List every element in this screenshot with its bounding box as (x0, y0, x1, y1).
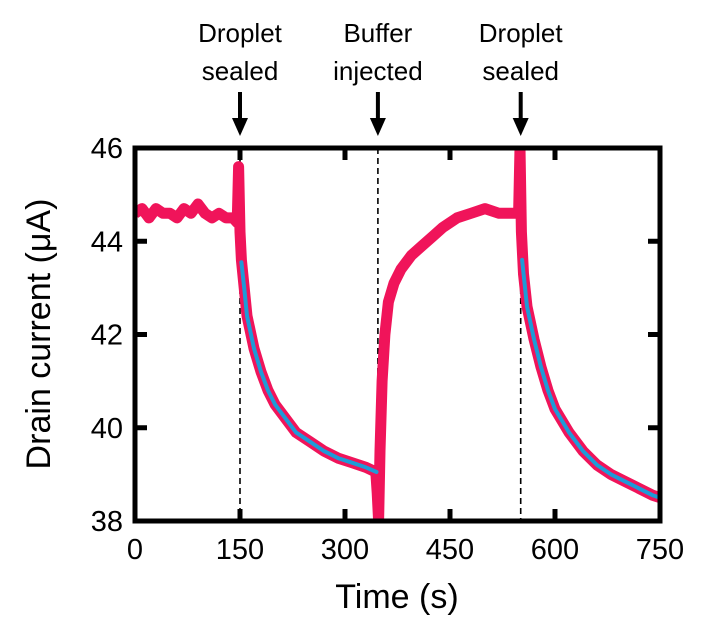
event-label-line1: Buffer (343, 18, 412, 48)
plot-area: 0 150 300 450 600 750 38 40 42 44 46 Droplet sealed B… (91, 18, 684, 566)
y-tick-label: 46 (91, 133, 123, 165)
y-tick-label: 38 (91, 506, 123, 538)
y-tick-label: 40 (91, 413, 123, 445)
arrow-down-icon (369, 118, 386, 136)
y-tick-label: 42 (91, 320, 123, 352)
arrow-down-icon (232, 118, 248, 136)
x-tick-label: 150 (216, 534, 264, 566)
y-tick-label: 44 (91, 226, 123, 258)
event-label-line2: injected (333, 56, 423, 86)
x-tick-label: 450 (426, 534, 474, 566)
event-label-line1: Droplet (198, 18, 283, 48)
data-series-line (135, 148, 660, 521)
arrow-down-icon (512, 118, 529, 136)
event-label-line2: sealed (482, 56, 559, 86)
y-axis-label: Drain current (μA) (20, 199, 58, 470)
event-label-line2: sealed (202, 56, 279, 86)
x-tick-label: 300 (321, 534, 369, 566)
x-axis-label: Time (s) (335, 578, 458, 616)
x-tick-label: 600 (531, 534, 579, 566)
plot-frame (132, 145, 663, 524)
x-tick-label: 750 (636, 534, 684, 566)
fit-line-2 (520, 257, 660, 500)
fit-line-1 (239, 260, 379, 474)
x-tick-label: 0 (127, 534, 143, 566)
event-label-line1: Droplet (479, 18, 564, 48)
